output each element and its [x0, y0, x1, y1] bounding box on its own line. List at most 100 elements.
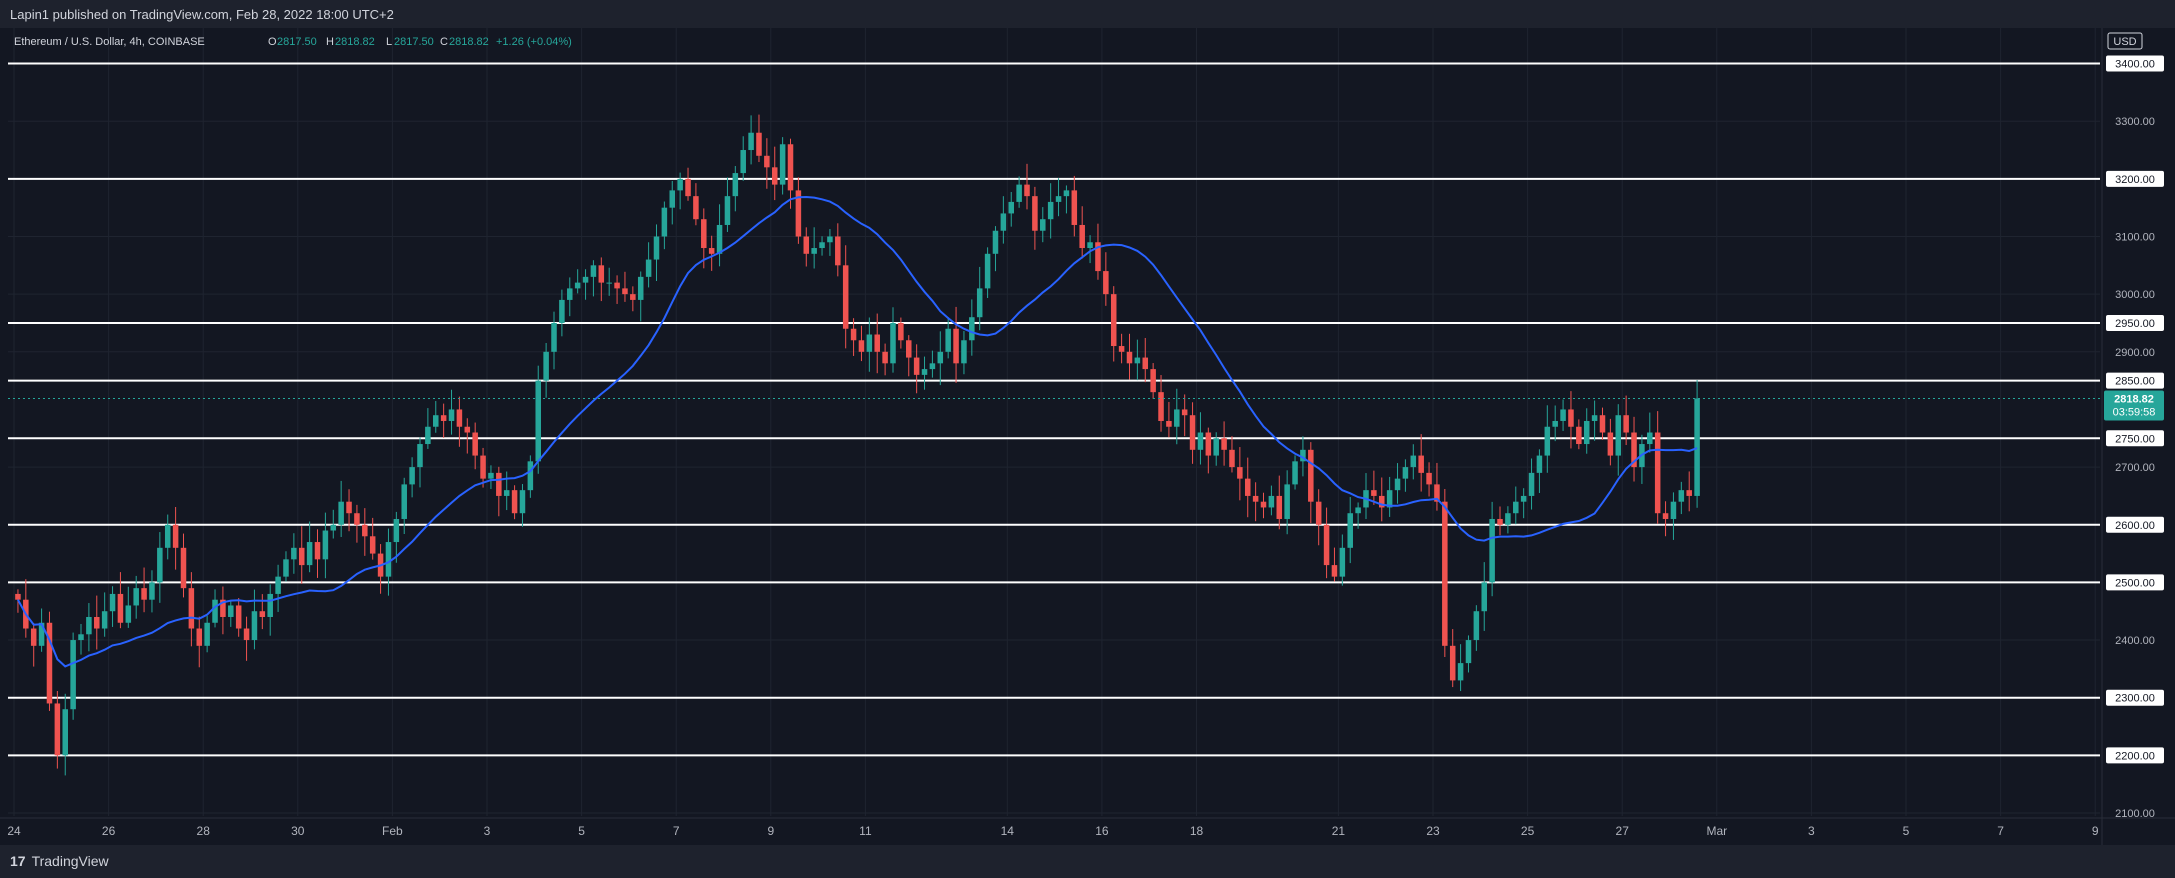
candle-body: [196, 628, 203, 646]
y-tick-label: 3200.00: [2115, 174, 2155, 186]
legend-high-label: H: [326, 36, 334, 48]
candle-body: [109, 593, 116, 612]
candle-body: [1378, 495, 1385, 508]
candle-body: [70, 640, 76, 710]
candle-body: [1355, 507, 1361, 514]
tradingview-logo-icon: 17: [10, 853, 26, 869]
candle-body: [1449, 645, 1456, 681]
candle-body: [1528, 472, 1535, 496]
candle-body: [1095, 242, 1101, 272]
candle-body: [1308, 449, 1314, 502]
brand-name: TradingView: [31, 853, 109, 869]
candle-body: [1229, 449, 1235, 468]
x-tick-label: 7: [673, 824, 680, 838]
candle-body: [795, 190, 802, 237]
candle-body: [598, 265, 605, 283]
legend-low-label: L: [386, 36, 392, 48]
candle-body: [1323, 524, 1330, 566]
candle-body: [1284, 484, 1290, 519]
x-tick-labels: 24 26 28 30 Feb 3 5 7 9 11 14 16 18 21 23 25 27 Mar 3 5 7 9: [7, 824, 2099, 838]
candle-body: [1142, 357, 1149, 370]
price-chart[interactable]: 2100.00 2200.00 2300.00 2400.00 2500.00 2600.…: [0, 28, 2175, 845]
candle-body: [149, 582, 155, 600]
candle-body: [630, 294, 636, 300]
candle-body: [1481, 582, 1488, 612]
candle-body: [172, 524, 179, 548]
candle-body: [1647, 432, 1653, 445]
candle-body: [117, 593, 124, 623]
candle-body: [1331, 565, 1338, 577]
y-tick-label: 3100.00: [2115, 232, 2155, 244]
candle-body: [511, 490, 518, 514]
candle-body: [1497, 518, 1503, 525]
candle-body: [30, 628, 37, 646]
candle-body: [1568, 409, 1574, 427]
candle-body: [385, 542, 392, 577]
footer-bar: 17 TradingView: [0, 845, 2175, 878]
candle-body: [771, 167, 778, 185]
candle-body: [496, 472, 502, 496]
currency-label: USD: [2113, 36, 2136, 48]
level-price-badge: [2106, 170, 2164, 187]
y-tick-label: 2850.00: [2115, 376, 2155, 388]
last-price-countdown: 03:59:58: [2113, 406, 2156, 418]
legend-open: 2817.50: [277, 36, 317, 48]
candle-body: [62, 709, 69, 756]
candle-body: [94, 616, 100, 629]
candle-body: [1583, 420, 1590, 445]
candle-body: [1118, 346, 1125, 352]
candles: [15, 114, 1700, 776]
candle-body: [409, 467, 415, 485]
tradingview-brand[interactable]: 17 TradingView: [10, 853, 109, 869]
candle-body: [1071, 190, 1078, 225]
candle-body: [1615, 415, 1622, 456]
candle-body: [756, 132, 762, 156]
candle-body: [354, 513, 360, 525]
candle-body: [275, 576, 281, 594]
y-tick-label: 2950.00: [2115, 318, 2155, 330]
candle-body: [251, 611, 258, 641]
y-tick-label: 2900.00: [2115, 347, 2155, 359]
candle-body: [401, 484, 407, 519]
candle-body: [1513, 501, 1519, 514]
candle-body: [1670, 501, 1677, 519]
level-price-badge: [2106, 689, 2164, 706]
moving-average-line: [17, 195, 1698, 668]
candle-body: [1024, 184, 1030, 197]
candle-body: [1174, 409, 1180, 427]
currency-badge[interactable]: USD: [2107, 32, 2143, 50]
candle-body: [1418, 455, 1424, 473]
candle-body: [1244, 478, 1251, 496]
candle-body: [1150, 369, 1156, 393]
legend-symbol: Ethereum / U.S. Dollar, 4h, COINBASE: [14, 36, 205, 48]
candle-body: [953, 328, 959, 364]
candle-body: [614, 282, 620, 289]
price-axis[interactable]: 2100.00 2200.00 2300.00 2400.00 2500.00 2600.…: [0, 28, 2175, 845]
y-tick-label: 3400.00: [2115, 59, 2155, 71]
candle-body: [54, 703, 61, 756]
candle-body: [417, 444, 423, 468]
y-tick-label: 2400.00: [2115, 635, 2155, 647]
candle-body: [858, 340, 865, 352]
candle-body: [937, 351, 944, 364]
candle-body: [764, 155, 770, 168]
candle-body: [141, 588, 147, 600]
candle-body: [724, 196, 731, 225]
candle-body: [543, 351, 549, 381]
candle-body: [125, 605, 132, 623]
candle-body: [503, 490, 510, 496]
candle-body: [180, 547, 187, 589]
x-tick-label: 24: [7, 824, 21, 838]
candle-body: [133, 588, 139, 606]
candle-body: [1126, 351, 1133, 364]
candle-body: [898, 322, 904, 341]
candle-body: [472, 432, 478, 456]
candle-body: [905, 340, 912, 358]
candle-body: [15, 593, 21, 600]
candle-body: [393, 518, 400, 543]
candle-body: [969, 317, 975, 341]
candle-body: [645, 259, 652, 277]
candle-body: [882, 351, 888, 364]
candle-body: [1410, 455, 1417, 468]
candle-body: [188, 588, 195, 629]
